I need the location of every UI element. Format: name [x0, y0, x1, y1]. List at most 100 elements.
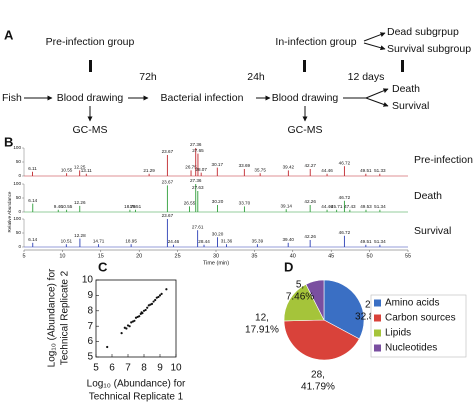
y-tick-label: 50	[16, 230, 22, 235]
peak-label: 44.46	[321, 204, 333, 209]
peak-label: 42.26	[304, 234, 316, 239]
point	[157, 295, 160, 299]
arrow	[363, 32, 386, 42]
group-label: In-infection group	[275, 36, 356, 48]
series-label: Pre-infection	[414, 154, 473, 166]
y-tick-label: 10	[82, 275, 94, 286]
peak-label: 27.65	[192, 148, 204, 153]
peak-label: 9.46	[54, 204, 63, 209]
peak-label: 27.36	[190, 142, 202, 147]
group-label: Pre-infection group	[46, 36, 135, 48]
step: Blood drawing	[272, 92, 339, 104]
outcome: Death	[392, 83, 420, 95]
peak-label: 27.36	[190, 178, 202, 183]
bar	[303, 60, 306, 72]
legend-label: Nucleotides	[385, 343, 437, 354]
interval: 12 days	[348, 71, 385, 83]
peak-label: 18.79	[124, 204, 136, 209]
peak-label: 45.71	[331, 204, 343, 209]
peak-label: 6.14	[28, 198, 37, 203]
peak-label: 19.51	[130, 204, 142, 209]
plot-frame	[95, 279, 177, 358]
peak-label: 49.51	[360, 168, 372, 173]
legend-label: Lipids	[385, 328, 411, 339]
panel-label: A	[4, 27, 14, 42]
pie-slice	[283, 283, 325, 322]
peak-label: 39.40	[282, 237, 294, 242]
x-axis-label: Log₁₀ (Abundance) for	[87, 379, 186, 390]
peak-label: 47.43	[344, 204, 356, 209]
point	[125, 327, 128, 330]
outcome: Survival	[392, 100, 429, 112]
peak-label: 10.55	[61, 204, 73, 209]
peak-label: 49.51	[360, 239, 372, 244]
y-tick-label: 0	[18, 209, 21, 214]
slice-percent-label: 17.91%	[245, 325, 279, 336]
x-tick-label: 35	[251, 253, 257, 259]
y-tick-label: 0	[18, 244, 21, 249]
peak-label: 23.67	[162, 213, 174, 218]
y-axis-label: Technical Replicate 2	[60, 270, 71, 365]
peak-label: 13.11	[81, 168, 93, 173]
y-tick-label: 100	[13, 145, 21, 150]
peak-label: 28.07	[195, 167, 207, 172]
step: Fish	[2, 92, 22, 104]
point	[138, 315, 141, 318]
x-tick-label: 8	[141, 363, 147, 374]
peak-label: 51.34	[374, 204, 386, 209]
peak-label: 6.14	[28, 237, 37, 242]
panel-label: B	[4, 134, 13, 149]
peak-label: 28.44	[198, 239, 210, 244]
y-tick-label: 9	[87, 290, 93, 301]
point	[150, 302, 154, 305]
analysis: GC-MS	[73, 124, 108, 136]
peak-label: 33.70	[239, 201, 251, 206]
peak-label: 44.46	[321, 168, 333, 173]
x-axis-label: Time (min)	[203, 260, 229, 266]
peak-label: 6.11	[28, 166, 37, 171]
y-tick-label: 50	[16, 195, 22, 200]
x-tick-label: 25	[175, 253, 181, 259]
analysis: GC-MS	[288, 124, 323, 136]
peak-label: 30.20	[212, 199, 224, 204]
step: Blood drawing	[57, 92, 124, 104]
legend-frame	[370, 294, 467, 358]
y-tick-label: 100	[13, 216, 21, 221]
peak-label: 21.29	[143, 168, 155, 173]
slice-value-label: 28,	[311, 370, 325, 381]
legend-swatch	[374, 299, 381, 307]
x-tick-label: 10	[170, 363, 182, 374]
y-tick-label: 5	[87, 352, 93, 363]
x-axis-label: Technical Replicate 1	[89, 392, 184, 403]
peak-label: 46.72	[339, 230, 351, 235]
arrow	[365, 88, 389, 99]
peak-label: 42.26	[304, 199, 316, 204]
pie-slice	[323, 279, 365, 340]
y-tick-label: 7	[87, 321, 93, 332]
point	[141, 312, 144, 315]
y-tick-label: 6	[87, 336, 93, 347]
peak-label: 23.67	[162, 149, 174, 154]
peak-label: 46.72	[339, 160, 351, 165]
slice-percent-label: 41.79%	[301, 382, 335, 393]
y-tick-label: 50	[16, 159, 22, 164]
peak-label: 27.63	[192, 185, 204, 190]
peak-label: 35.39	[252, 238, 264, 243]
peak-label: 24.46	[168, 239, 180, 244]
panel-label: C	[98, 259, 108, 274]
series-label: Survival	[414, 225, 451, 237]
x-tick-label: 10	[59, 253, 65, 259]
x-tick-label: 6	[109, 363, 115, 374]
x-tick-label: 20	[136, 253, 142, 259]
panel-label: D	[284, 259, 293, 274]
step: Bacterial infection	[161, 92, 244, 104]
peak-label: 51.34	[374, 239, 386, 244]
x-tick-label: 45	[328, 253, 334, 259]
point	[165, 288, 168, 291]
x-tick-label: 5	[22, 253, 25, 259]
point	[128, 325, 131, 328]
slice-value-label: 5,	[296, 280, 304, 291]
peak-label: 30.20	[212, 231, 224, 236]
bar	[89, 60, 92, 72]
y-tick-label: 0	[18, 173, 21, 178]
